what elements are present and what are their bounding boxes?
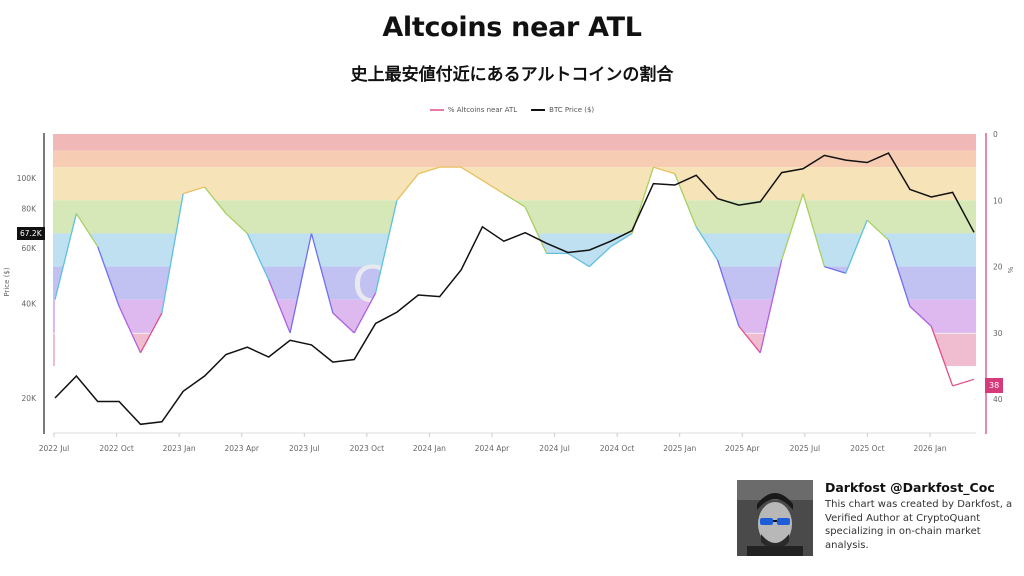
svg-text:2024 Oct: 2024 Oct — [600, 444, 634, 453]
svg-text:40K: 40K — [22, 299, 38, 308]
svg-text:2024 Apr: 2024 Apr — [475, 444, 510, 453]
legend-label: % Altcoins near ATL — [447, 106, 518, 114]
svg-text:2022 Oct: 2022 Oct — [99, 444, 133, 453]
pct-current-badge: 38 — [985, 378, 1004, 393]
svg-text:%: % — [1007, 266, 1015, 273]
legend-swatch-icon — [531, 109, 546, 111]
author-avatar — [737, 480, 813, 556]
legend-swatch-icon — [429, 109, 444, 111]
chart-title: Altcoins near ATL — [382, 12, 642, 43]
svg-text:2023 Apr: 2023 Apr — [224, 444, 259, 453]
svg-text:0: 0 — [993, 130, 998, 139]
svg-text:40: 40 — [993, 395, 1003, 404]
legend: % Altcoins near ATL BTC Price ($) — [0, 106, 1024, 114]
svg-text:Price ($): Price ($) — [3, 267, 11, 296]
legend-label: BTC Price ($) — [549, 106, 595, 114]
svg-text:30: 30 — [993, 329, 1003, 338]
legend-item-btc[interactable]: BTC Price ($) — [531, 106, 594, 114]
svg-text:20: 20 — [993, 263, 1003, 272]
pct-band — [53, 150, 976, 168]
author-description: This chart was created by Darkfost, a Ve… — [825, 499, 1013, 551]
svg-text:2023 Oct: 2023 Oct — [350, 444, 384, 453]
svg-text:80K: 80K — [22, 205, 38, 214]
btc-current-price-badge: 67.2K — [17, 227, 45, 240]
svg-text:2026 Jan: 2026 Jan — [913, 444, 946, 453]
svg-text:100K: 100K — [17, 174, 37, 183]
svg-text:2024 Jan: 2024 Jan — [413, 444, 446, 453]
svg-text:2025 Apr: 2025 Apr — [725, 444, 760, 453]
svg-text:2022 Jul: 2022 Jul — [39, 444, 70, 453]
svg-text:2025 Oct: 2025 Oct — [850, 444, 884, 453]
chart-plot: CryptoQuant20K40K60K80K100KPrice ($)0102… — [3, 130, 1015, 453]
svg-text:60K: 60K — [22, 244, 38, 253]
legend-item-altcoins[interactable]: % Altcoins near ATL — [429, 106, 518, 114]
svg-text:2024 Jul: 2024 Jul — [539, 444, 570, 453]
svg-text:2025 Jul: 2025 Jul — [790, 444, 821, 453]
svg-text:2025 Jan: 2025 Jan — [663, 444, 696, 453]
svg-text:20K: 20K — [22, 394, 38, 403]
svg-text:10: 10 — [993, 196, 1003, 205]
author-card: Darkfost @Darkfost_Coc This chart was cr… — [737, 480, 1017, 560]
svg-text:2023 Jul: 2023 Jul — [289, 444, 320, 453]
svg-text:2023 Jan: 2023 Jan — [163, 444, 196, 453]
author-name: Darkfost @Darkfost_Coc — [825, 480, 995, 495]
chart-subtitle: 史上最安値付近にあるアルトコインの割合 — [350, 65, 674, 85]
btc-price-line — [54, 152, 975, 426]
pct-band — [53, 134, 976, 151]
